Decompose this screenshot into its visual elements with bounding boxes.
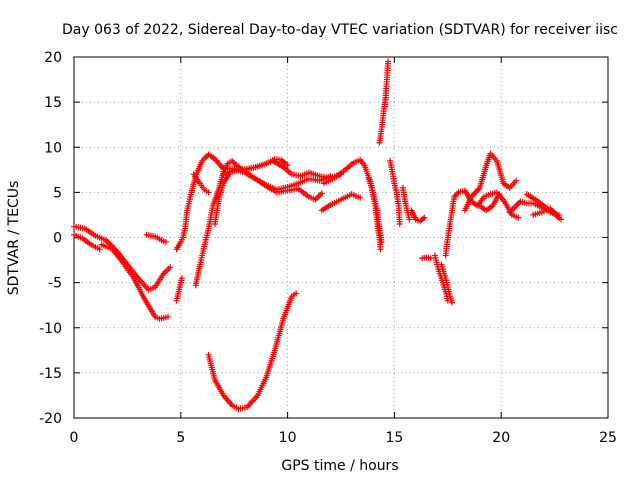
- series-arc-5: [173, 275, 185, 304]
- data-point: [421, 214, 428, 221]
- x-tick-label: 15: [385, 430, 403, 446]
- series-arc-28: [530, 205, 562, 221]
- data-point: [449, 299, 456, 306]
- y-axis-label: SDTVAR / TECUs: [6, 181, 22, 296]
- data-point: [164, 313, 171, 320]
- series-arc-3: [98, 241, 171, 322]
- series-arc-23: [438, 261, 456, 306]
- chart-title: Day 063 of 2022, Sidereal Day-to-day VTE…: [62, 22, 618, 38]
- grid: [74, 57, 608, 418]
- series-arc-8: [190, 171, 212, 196]
- data-point: [284, 162, 291, 169]
- data-point: [406, 216, 413, 223]
- series-arc-16: [381, 58, 391, 110]
- y-tick-label: 20: [44, 50, 62, 66]
- y-tick-label: 0: [53, 231, 62, 247]
- data-point: [357, 194, 364, 201]
- series-arc-4: [143, 231, 169, 246]
- series-arc-11: [241, 168, 325, 203]
- series-arc-2: [71, 231, 103, 253]
- x-tick-label: 0: [70, 430, 79, 446]
- data-point: [205, 189, 212, 196]
- x-tick-label: 25: [599, 430, 617, 446]
- x-tick-label: 10: [279, 430, 297, 446]
- data-point: [167, 264, 174, 271]
- series-arc-29: [205, 290, 300, 412]
- y-tick-label: -20: [39, 411, 62, 427]
- series-arc-14: [365, 175, 385, 246]
- y-tick-label: -10: [39, 321, 62, 337]
- series-arc-17: [387, 157, 403, 227]
- data-point: [96, 246, 103, 253]
- y-tick-label: 5: [53, 185, 62, 201]
- y-tick-label: 10: [44, 140, 62, 156]
- data-point: [318, 190, 325, 197]
- data-point: [162, 239, 169, 246]
- y-tick-label: -5: [48, 276, 62, 292]
- data-point: [555, 214, 562, 221]
- series-arc-12: [318, 191, 364, 214]
- data-point: [513, 177, 520, 184]
- y-tick-label: 15: [44, 95, 62, 111]
- data-marks: [71, 58, 565, 412]
- y-tick-label: -15: [39, 366, 62, 382]
- series-arc-24: [461, 150, 520, 214]
- x-tick-label: 20: [492, 430, 510, 446]
- series-arc-19: [408, 207, 428, 225]
- data-point: [178, 275, 185, 282]
- data-point: [396, 220, 403, 227]
- x-axis-label: GPS time / hours: [281, 458, 398, 474]
- series-arc-25: [476, 191, 522, 221]
- x-tick-label: 5: [176, 430, 185, 446]
- data-point: [377, 246, 384, 253]
- data-point: [378, 239, 385, 246]
- data-point: [515, 214, 522, 221]
- data-point: [384, 58, 391, 65]
- data-point: [293, 290, 300, 297]
- axis-ticks: 0 5 10 15 20 25 -20 -15 -10 -5 0 5 10 15 20: [39, 50, 617, 446]
